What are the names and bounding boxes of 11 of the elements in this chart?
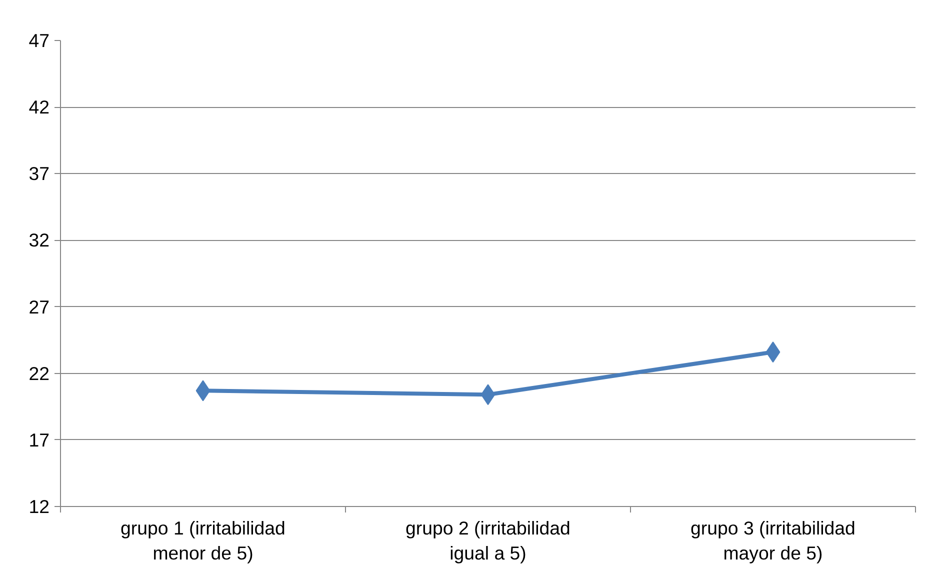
y-tick-label: 27 [28,296,50,318]
y-tick-label: 37 [28,163,50,184]
y-tick-label: 42 [28,96,50,118]
y-tick-label: 47 [28,30,50,51]
y-tick-label: 17 [28,429,50,450]
y-tick-label: 12 [28,496,50,517]
x-tick-label: grupo 3 (irritabilidad mayor de 5) [690,518,856,564]
y-tick-label: 22 [28,362,50,384]
y-tick-label: 32 [28,230,50,251]
x-tick-label: grupo 2 (irritabilidad igual a 5) [406,518,570,564]
x-tick-label: grupo 1 (irritabilidad menor de 5) [120,518,286,564]
